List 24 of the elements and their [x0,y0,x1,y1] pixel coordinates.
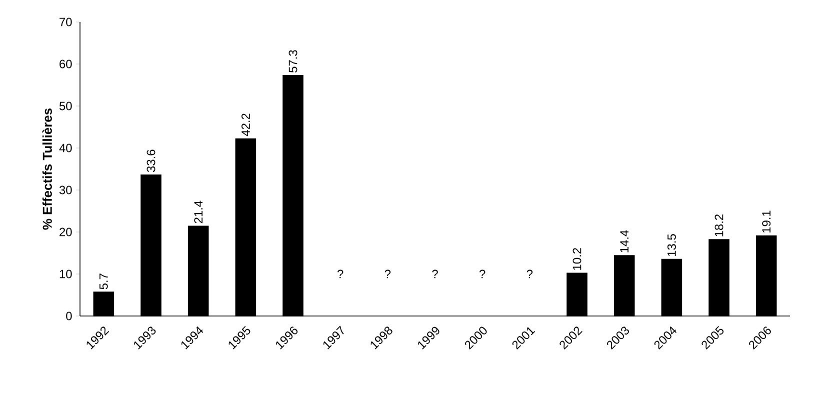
y-tick-label: 50 [59,102,72,110]
y-tick-label: 10 [60,270,72,278]
data-label: 42.2 [242,114,250,136]
y-tick-label: 60 [60,60,72,68]
y-tick-label: 40 [59,144,72,152]
annotation: ? [526,270,533,278]
y-tick-label: 70 [60,18,72,26]
y-tick-label: 0 [66,312,72,320]
data-label: 33.6 [146,150,156,172]
data-label: 14.4 [620,230,628,252]
annotation: ? [384,270,391,278]
annotation: ? [432,270,438,278]
y-axis-title: % Effectifs Tullières [42,108,52,230]
data-label: 19.1 [762,210,771,232]
data-label: 57.3 [288,50,298,72]
annotation: ? [337,270,344,278]
annotation: ? [480,270,486,278]
y-tick-label: 20 [60,228,72,236]
data-label: 21.4 [194,200,203,224]
data-label: 13.5 [667,234,676,256]
data-label: 5.7 [100,274,108,290]
data-label: 18.2 [714,214,724,236]
y-tick-label: 30 [59,186,72,194]
data-label: 10.2 [572,248,582,270]
